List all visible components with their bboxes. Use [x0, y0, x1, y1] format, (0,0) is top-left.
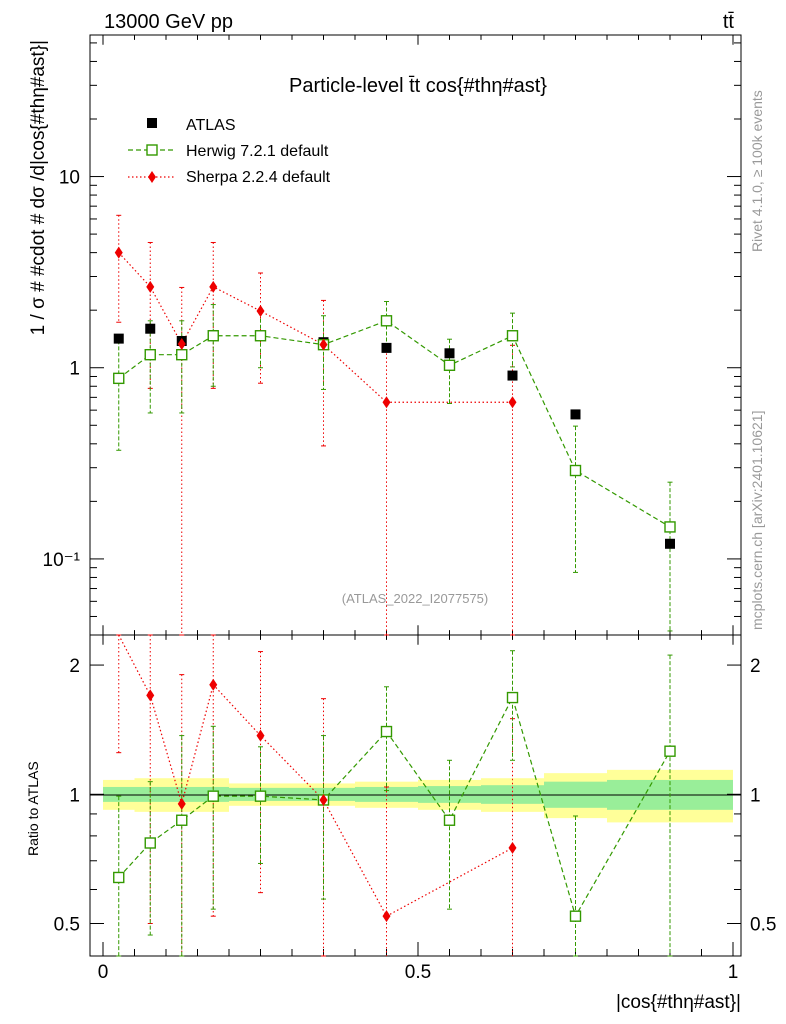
herwig-ratio-point [113, 871, 125, 884]
sherpa-point [508, 396, 517, 409]
herwig-ratio-point [443, 814, 456, 826]
ratio-y-tick-label-right: 1 [750, 785, 761, 806]
analysis-watermark: (ATLAS_2022_I2077575) [342, 591, 488, 606]
herwig-ratio-point [144, 837, 156, 849]
sherpa-ratio-point [209, 678, 218, 691]
herwig-point [176, 348, 188, 361]
sherpa-ratio-point [146, 689, 155, 702]
ratio-y-tick-label-right: 0.5 [750, 914, 776, 935]
ratio-y-tick-label: 0.5 [54, 914, 80, 935]
herwig-point [207, 330, 219, 342]
ratio-plot-series [113, 634, 676, 957]
ratio-y-tick-label-right: 2 [750, 656, 761, 677]
header-right: tt̄ [723, 11, 735, 33]
atlas-point [570, 409, 581, 420]
herwig-point [144, 348, 156, 361]
atlas-point [507, 370, 518, 381]
atlas-point [444, 348, 455, 359]
legend-marker-herwig [146, 144, 158, 156]
sherpa-line [118, 252, 387, 403]
ratio-y-tick-label: 2 [69, 656, 80, 677]
herwig-point [569, 464, 582, 477]
herwig-point [380, 315, 393, 327]
atlas-point [113, 333, 124, 344]
herwig-ratio-point [207, 790, 219, 802]
legend-label-atlas: ATLAS [186, 117, 236, 134]
sherpa-point [209, 280, 218, 293]
herwig-ratio-point [506, 691, 519, 704]
axis-ticks: 0 0.5 1 10⁻¹ 1 10 0.5 0.5 1 1 2 2 [43, 35, 776, 983]
ratio-y-tick-label: 1 [69, 785, 80, 806]
legend-label-sherpa: Sherpa 2.2.4 default [186, 169, 331, 186]
sherpa-point [319, 338, 328, 351]
y-tick-label: 1 [69, 359, 80, 380]
y-tick-label: 10⁻¹ [43, 550, 81, 571]
sherpa-ratio-point [177, 797, 186, 810]
sherpa-point [146, 280, 155, 293]
ratio-band-inner [355, 786, 418, 802]
y-axis-label: 1 / σ # #cdot # dσ /d|cos{#thη#ast}| [28, 40, 49, 335]
herwig-point [443, 359, 456, 371]
x-tick-label: 1 [728, 962, 739, 983]
herwig-line [118, 320, 671, 528]
ratio-y-axis-label: Ratio to ATLAS [25, 761, 41, 856]
sherpa-ratio-line [118, 634, 513, 917]
rivet-side-label: Rivet 4.1.0, ≥ 100k events [749, 90, 765, 252]
sherpa-point [382, 396, 391, 409]
main-plot-series [113, 214, 676, 636]
sherpa-ratio-point [256, 729, 265, 742]
atlas-point [381, 342, 392, 353]
herwig-ratio-point [380, 725, 393, 738]
ratio-band-inner [103, 786, 135, 802]
legend-label-herwig: Herwig 7.2.1 default [186, 143, 329, 160]
herwig-point [664, 521, 676, 533]
atlas-point [665, 538, 675, 549]
x-axis-label: |cos{#thη#ast}| [616, 992, 741, 1013]
legend: ATLAS Herwig 7.2.1 default Sherpa 2.2.4 … [128, 117, 331, 186]
herwig-ratio-point [664, 745, 676, 757]
chart-title: Particle-level t̄t cos{#thη#ast} [289, 75, 547, 97]
sherpa-point [177, 338, 186, 351]
ratio-band-inner [166, 786, 198, 802]
sherpa-point [256, 305, 265, 318]
mcplots-side-label: mcplots.cern.ch [arXiv:2401.10621] [749, 411, 765, 630]
legend-marker-sherpa [148, 171, 156, 183]
x-tick-label: 0 [98, 962, 109, 983]
atlas-point [145, 323, 156, 334]
sherpa-ratio-point [382, 910, 391, 923]
header-left: 13000 GeV pp [104, 11, 233, 33]
x-tick-label: 0.5 [405, 962, 431, 983]
legend-marker-atlas [147, 118, 157, 128]
ratio-band-inner [418, 786, 481, 803]
sherpa-ratio-point [508, 841, 517, 854]
herwig-point [113, 372, 125, 385]
herwig-ratio-point [254, 790, 267, 802]
herwig-point [254, 330, 267, 342]
sherpa-ratio-point [319, 793, 328, 806]
sherpa-point [114, 246, 123, 259]
ratio-uncertainty-bands [103, 769, 733, 823]
y-tick-label: 10 [59, 168, 80, 189]
herwig-ratio-point [569, 910, 582, 922]
herwig-ratio-point [176, 814, 188, 826]
herwig-point [506, 330, 519, 342]
